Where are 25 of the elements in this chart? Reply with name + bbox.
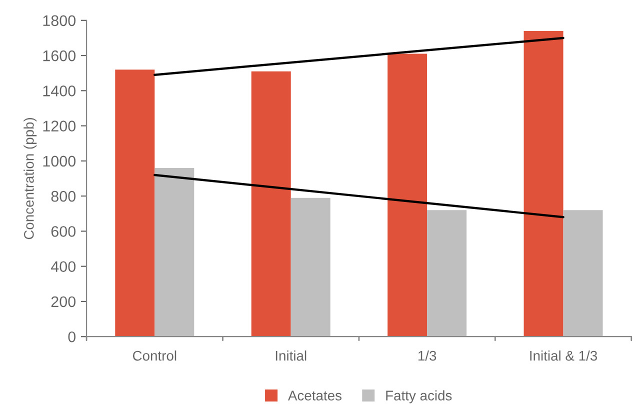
y-tick-label: 400	[50, 261, 76, 272]
bar	[524, 30, 564, 337]
y-tick-label: 800	[51, 190, 76, 202]
y-tick-label: 1200	[43, 120, 76, 132]
bar	[290, 198, 330, 337]
y-tick-label: 1400	[43, 86, 76, 96]
bar	[563, 210, 603, 337]
y-axis-title: Concentration (ppb)	[24, 118, 37, 240]
x-tick-label: Initial	[276, 350, 306, 361]
x-tick-label: Control	[132, 350, 176, 361]
y-tick-label: 0	[68, 331, 76, 342]
bar	[251, 71, 291, 337]
legend-label: Acetates	[288, 390, 342, 400]
bar	[154, 168, 194, 337]
y-tick-label: 1800	[43, 15, 76, 26]
y-tick-label: 200	[51, 296, 76, 308]
y-tick-label: 1600	[43, 50, 76, 62]
x-tick-label: Initial & 1/3	[530, 350, 598, 361]
legend-label: Fatty acids	[386, 390, 452, 404]
bar	[388, 54, 428, 337]
x-tick-label: 1/3	[418, 350, 436, 361]
y-tick-label: 600	[51, 226, 76, 237]
bar	[115, 70, 155, 337]
y-tick-label: 1000	[43, 156, 76, 167]
bar	[427, 210, 467, 337]
